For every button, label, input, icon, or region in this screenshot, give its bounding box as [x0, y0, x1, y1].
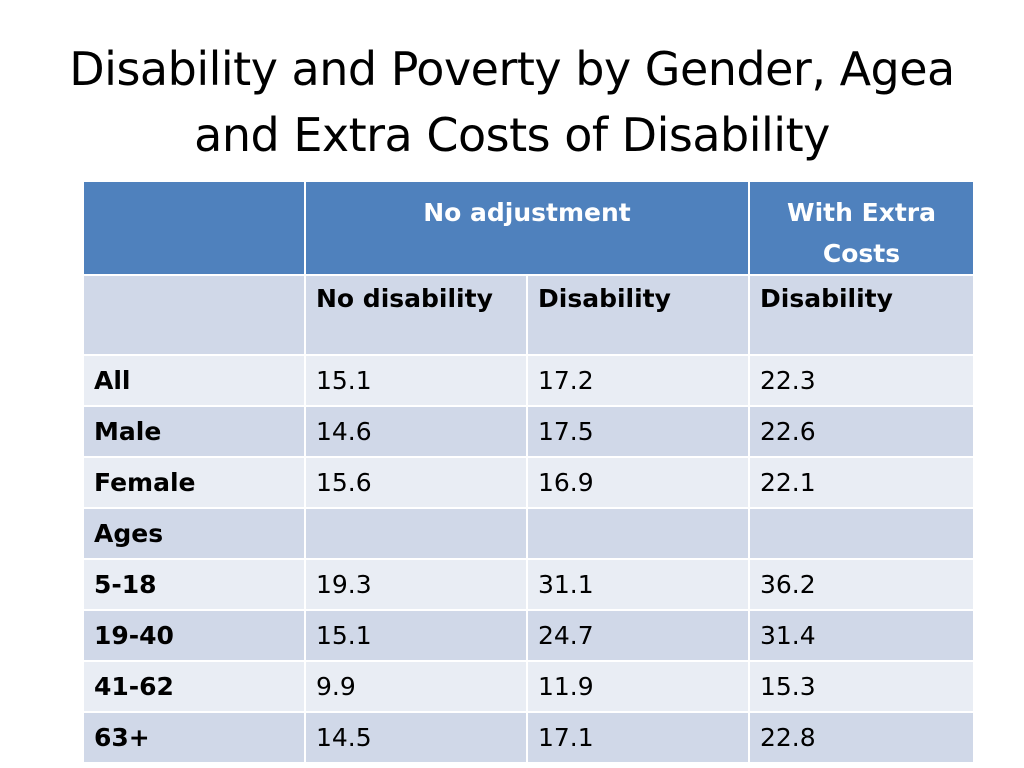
subheader-empty-cell	[82, 274, 306, 356]
row-label: All	[82, 354, 306, 407]
sub-header-row: No disability Disability Disability	[82, 274, 975, 356]
cell-no-disability: 15.6	[304, 456, 528, 509]
header-with-extra-costs: With Extra Costs	[748, 180, 975, 276]
table-row: 19-40 15.1 24.7 31.4	[82, 609, 975, 662]
cell-extra-costs: 22.1	[748, 456, 975, 509]
cell-no-disability: 9.9	[304, 660, 528, 713]
cell-no-disability: 19.3	[304, 558, 528, 611]
cell-disability: 17.1	[526, 711, 750, 764]
cell-extra-costs	[748, 507, 975, 560]
poverty-table: No adjustment With Extra Costs No disabi…	[82, 180, 975, 764]
cell-no-disability: 14.6	[304, 405, 528, 458]
cell-extra-costs: 22.3	[748, 354, 975, 407]
title-line-1: Disability and Poverty by Gender, Agea	[69, 42, 955, 96]
cell-extra-costs: 22.8	[748, 711, 975, 764]
cell-disability: 11.9	[526, 660, 750, 713]
table-row: 63+ 14.5 17.1 22.8	[82, 711, 975, 764]
cell-disability: 17.5	[526, 405, 750, 458]
subheader-disability: Disability	[526, 274, 750, 356]
header-empty-cell	[82, 180, 306, 276]
cell-no-disability	[304, 507, 528, 560]
cell-no-disability: 15.1	[304, 609, 528, 662]
cell-disability: 24.7	[526, 609, 750, 662]
header-no-adjustment: No adjustment	[304, 180, 750, 276]
cell-disability: 17.2	[526, 354, 750, 407]
cell-extra-costs: 31.4	[748, 609, 975, 662]
title-line-2: and Extra Costs of Disability	[194, 108, 830, 162]
cell-extra-costs: 22.6	[748, 405, 975, 458]
subheader-no-disability: No disability	[304, 274, 528, 356]
slide-title: Disability and Poverty by Gender, Agea a…	[0, 36, 1024, 168]
row-label: Male	[82, 405, 306, 458]
subheader-extra-disability: Disability	[748, 274, 975, 356]
cell-no-disability: 15.1	[304, 354, 528, 407]
cell-extra-costs: 36.2	[748, 558, 975, 611]
row-label: 41-62	[82, 660, 306, 713]
table-row: Male 14.6 17.5 22.6	[82, 405, 975, 458]
row-label: 5-18	[82, 558, 306, 611]
cell-extra-costs: 15.3	[748, 660, 975, 713]
table-row: Ages	[82, 507, 975, 560]
row-label: 19-40	[82, 609, 306, 662]
table-row: Female 15.6 16.9 22.1	[82, 456, 975, 509]
cell-disability: 16.9	[526, 456, 750, 509]
cell-disability	[526, 507, 750, 560]
row-label: Female	[82, 456, 306, 509]
table-row: All 15.1 17.2 22.3	[82, 354, 975, 407]
cell-no-disability: 14.5	[304, 711, 528, 764]
table-row: 41-62 9.9 11.9 15.3	[82, 660, 975, 713]
row-label: Ages	[82, 507, 306, 560]
group-header-row: No adjustment With Extra Costs	[82, 180, 975, 276]
cell-disability: 31.1	[526, 558, 750, 611]
table-row: 5-18 19.3 31.1 36.2	[82, 558, 975, 611]
row-label: 63+	[82, 711, 306, 764]
